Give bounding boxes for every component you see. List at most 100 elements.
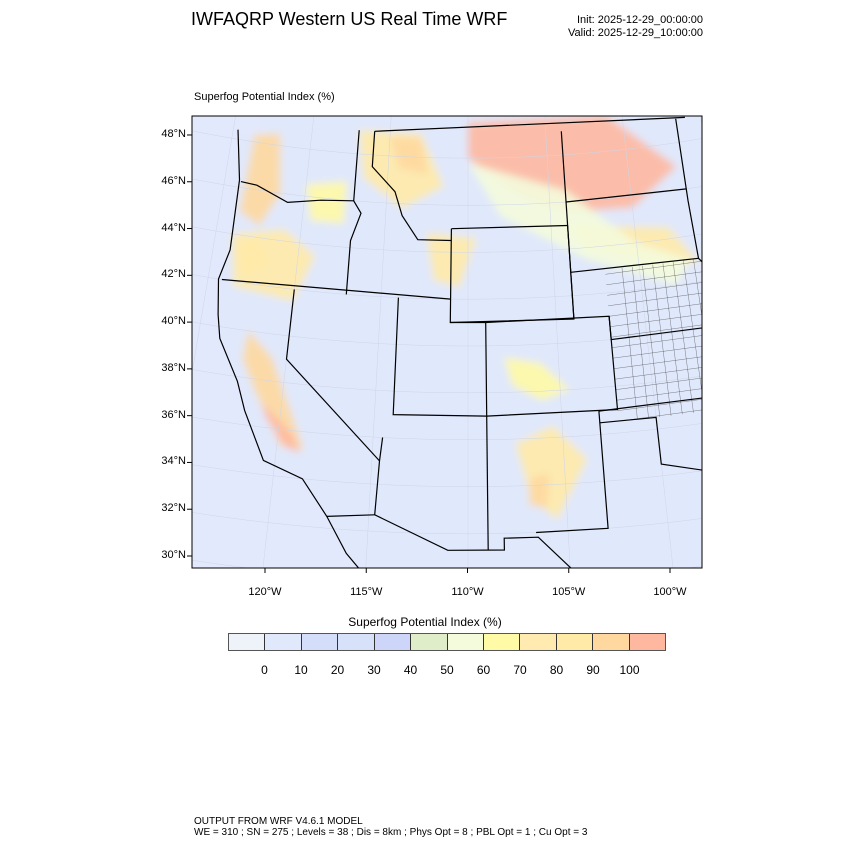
state-boundary xyxy=(598,397,702,412)
colorbar xyxy=(228,633,666,651)
colorbar-label: 60 xyxy=(476,663,491,677)
state-boundary xyxy=(374,460,572,568)
colorbar-label: 40 xyxy=(403,663,418,677)
superfog-area xyxy=(239,133,281,226)
parallel xyxy=(192,416,702,440)
plot-title: IWFAQRP Western US Real Time WRF xyxy=(191,9,508,29)
init-valid-times: Init: 2025-12-29_00:00:00 Valid: 2025-12… xyxy=(568,14,703,40)
parallel xyxy=(147,23,790,63)
county-line xyxy=(609,303,702,317)
colorbar-label: 80 xyxy=(549,663,564,677)
meridian xyxy=(28,30,175,676)
county-line xyxy=(605,261,702,275)
state-boundary xyxy=(374,116,685,132)
superfog-area xyxy=(390,137,428,175)
field-subtitle: Superfog Potential Index (%) xyxy=(194,91,335,103)
colorbar-swatch xyxy=(556,634,594,650)
model-version: OUTPUT FROM WRF V4.6.1 MODEL xyxy=(194,816,363,827)
state-boundary xyxy=(565,188,687,203)
lat-tick-label: 40°N xyxy=(161,315,186,328)
lat-tick-label: 48°N xyxy=(161,127,186,140)
lat-tick-label: 38°N xyxy=(161,361,186,374)
county-line xyxy=(611,335,702,348)
superfog-area xyxy=(306,181,348,224)
county-line xyxy=(621,267,638,420)
county-line xyxy=(616,388,702,401)
county-line xyxy=(714,256,738,406)
colorbar-swatch xyxy=(520,634,557,650)
county-line xyxy=(683,260,702,394)
county-line xyxy=(632,266,649,419)
county-line xyxy=(642,265,660,418)
colorbar-label: 10 xyxy=(294,663,308,677)
state-boundary xyxy=(485,315,619,417)
lat-tick-label: 34°N xyxy=(161,455,186,468)
county-line xyxy=(614,367,702,380)
county-line xyxy=(652,264,672,416)
lat-tick-label: 32°N xyxy=(161,502,186,515)
colorbar-swatch xyxy=(593,634,630,650)
parallel xyxy=(192,369,702,394)
colorbar-swatch xyxy=(229,634,266,650)
superfog-area xyxy=(242,330,304,451)
state-boundary xyxy=(536,411,609,534)
county-line xyxy=(608,292,702,306)
state-boundary xyxy=(560,131,575,320)
county-line xyxy=(704,258,728,408)
lat-tick-label: 44°N xyxy=(161,221,186,234)
superfog-area xyxy=(234,237,272,279)
superfog-area xyxy=(468,162,690,286)
county-line xyxy=(693,258,702,318)
parallel xyxy=(192,512,702,535)
parallel xyxy=(192,178,702,206)
parallel xyxy=(192,464,702,487)
state-boundary xyxy=(345,130,362,295)
lat-tick-label: 46°N xyxy=(161,174,186,187)
state-boundary xyxy=(371,131,452,242)
county-line xyxy=(612,345,702,359)
superfog-area xyxy=(529,473,550,509)
lon-tick-label: 100°W xyxy=(653,586,687,598)
init-time: Init: 2025-12-29_00:00:00 xyxy=(577,14,703,26)
colorbar-label: 100 xyxy=(619,663,640,677)
county-line xyxy=(724,254,750,404)
state-boundary xyxy=(221,278,451,300)
parallel xyxy=(192,274,702,300)
state-boundary xyxy=(570,257,699,273)
colorbar-swatch xyxy=(374,634,412,650)
state-boundary xyxy=(608,316,702,341)
colorbar-label: 30 xyxy=(367,663,381,677)
county-line xyxy=(615,377,702,390)
county-line xyxy=(610,324,702,338)
parallel xyxy=(192,130,702,159)
colorbar-swatch xyxy=(447,634,484,650)
county-line xyxy=(606,271,702,285)
colorbar-swatch xyxy=(483,634,521,650)
valid-time: Valid: 2025-12-29_10:00:00 xyxy=(568,27,703,39)
county-line xyxy=(610,314,702,327)
model-config: WE = 310 ; SN = 275 ; Levels = 38 ; Dis … xyxy=(194,827,588,838)
state-boundary xyxy=(240,181,354,204)
map-frame xyxy=(191,115,703,569)
colorbar-label: 70 xyxy=(513,663,527,677)
county-line xyxy=(734,252,761,402)
lon-tick-label: 105°W xyxy=(552,586,586,598)
state-boundary xyxy=(285,289,380,462)
lon-tick-label: 110°W xyxy=(451,586,484,598)
colorbar-swatch xyxy=(265,634,302,650)
state-boundary xyxy=(486,416,489,551)
parallel xyxy=(135,69,801,110)
state-boundary xyxy=(599,416,702,471)
lat-tick-label: 36°N xyxy=(161,408,186,421)
superfog-area xyxy=(262,403,300,453)
state-boundary xyxy=(326,514,375,517)
county-line xyxy=(617,399,702,411)
county-line xyxy=(672,261,694,413)
colorbar-label: 50 xyxy=(440,663,454,677)
state-boundary xyxy=(675,118,702,263)
parallel xyxy=(192,226,702,253)
lon-tick-label: 120°W xyxy=(248,586,282,598)
lat-tick-label: 42°N xyxy=(161,268,186,281)
superfog-area xyxy=(504,357,570,401)
